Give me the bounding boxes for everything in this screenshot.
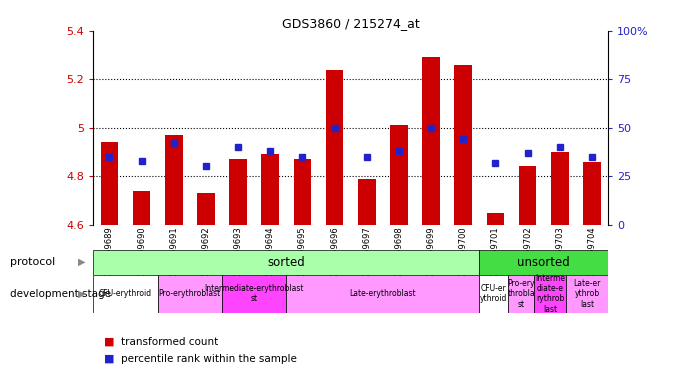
Bar — [566, 275, 608, 313]
Text: Intermediate-erythroblast
st: Intermediate-erythroblast st — [205, 284, 304, 303]
Bar — [133, 191, 151, 225]
Bar — [100, 142, 118, 225]
Bar — [325, 70, 343, 225]
Bar — [390, 125, 408, 225]
Bar — [455, 65, 472, 225]
Bar — [422, 57, 440, 225]
Bar — [509, 275, 534, 313]
Text: sorted: sorted — [267, 256, 305, 268]
Text: Pro-ery
throbla
st: Pro-ery throbla st — [507, 279, 535, 309]
Bar — [229, 159, 247, 225]
Text: percentile rank within the sample: percentile rank within the sample — [121, 354, 297, 364]
Text: ▶: ▶ — [78, 289, 85, 299]
Text: unsorted: unsorted — [518, 256, 570, 268]
Bar — [583, 162, 601, 225]
Bar — [519, 167, 536, 225]
Bar — [93, 250, 480, 275]
Text: Interme
diate-e
rythrob
last: Interme diate-e rythrob last — [535, 274, 565, 314]
Text: Late-er
ythrob
last: Late-er ythrob last — [574, 279, 601, 309]
Title: GDS3860 / 215274_at: GDS3860 / 215274_at — [282, 17, 419, 30]
Bar — [158, 275, 222, 313]
Bar — [165, 135, 182, 225]
Text: CFU-er
ythroid: CFU-er ythroid — [480, 284, 508, 303]
Bar — [294, 159, 311, 225]
Text: development stage: development stage — [10, 289, 111, 299]
Bar — [286, 275, 480, 313]
Bar — [222, 275, 286, 313]
Bar — [480, 275, 509, 313]
Bar — [358, 179, 376, 225]
Text: protocol: protocol — [10, 257, 55, 267]
Text: ▶: ▶ — [78, 257, 85, 267]
Text: Late-erythroblast: Late-erythroblast — [350, 289, 416, 298]
Bar — [486, 212, 504, 225]
Bar — [197, 193, 215, 225]
Bar — [93, 275, 158, 313]
Text: Pro-erythroblast: Pro-erythroblast — [159, 289, 221, 298]
Text: ■: ■ — [104, 354, 114, 364]
Text: ■: ■ — [104, 337, 114, 347]
Bar — [551, 152, 569, 225]
Text: CFU-erythroid: CFU-erythroid — [99, 289, 152, 298]
Bar — [261, 154, 279, 225]
Text: transformed count: transformed count — [121, 337, 218, 347]
Bar — [480, 250, 608, 275]
Bar — [534, 275, 566, 313]
